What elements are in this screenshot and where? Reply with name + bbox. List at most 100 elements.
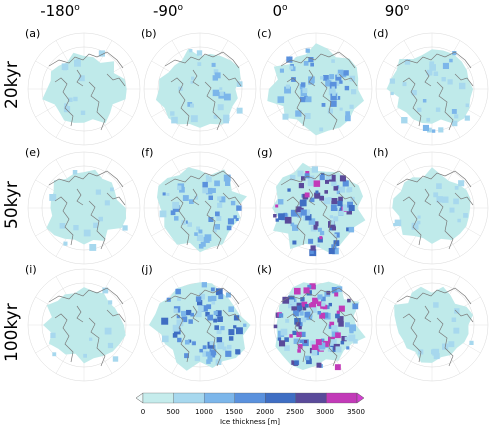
colorbar-tick: 3500: [347, 408, 365, 416]
degree-sup: o: [177, 3, 183, 13]
coastline: [338, 73, 358, 87]
ice-cell: [326, 173, 332, 180]
ice-cell: [316, 362, 322, 368]
coastline: [88, 317, 106, 367]
ice-cell: [300, 209, 307, 216]
ice-cell: [227, 344, 232, 350]
ice-cell: [284, 86, 291, 94]
ice-cell: [188, 319, 193, 324]
panel-k: (k): [257, 263, 375, 384]
polar-map: [27, 151, 141, 265]
ice-cell: [347, 298, 351, 303]
polar-map: [259, 32, 373, 146]
coastline: [320, 81, 338, 131]
ice-cell: [426, 69, 433, 76]
ice-cell: [288, 295, 295, 302]
column-header-value: -90: [152, 2, 178, 20]
ice-cell: [436, 183, 442, 189]
ice-cell: [162, 192, 166, 196]
ice-cell: [228, 336, 234, 341]
ice-cell: [300, 331, 306, 337]
ice-cell: [209, 341, 214, 346]
ice-cell: [223, 174, 231, 182]
ice-cell: [342, 204, 349, 212]
coastline: [170, 196, 190, 246]
ice-cell: [348, 205, 355, 211]
ice-cell: [219, 91, 224, 96]
ice-cell: [299, 311, 304, 316]
ice-cell: [176, 315, 180, 319]
ice-cell: [80, 110, 86, 115]
ice-cell: [190, 80, 194, 84]
ice-cell: [317, 227, 322, 232]
colorbar-tick: 2000: [256, 408, 274, 416]
ice-cell: [312, 305, 316, 310]
ice-cell: [429, 61, 435, 67]
ice-cell: [172, 324, 180, 332]
ice-cell: [304, 113, 311, 119]
coastline: [436, 200, 454, 250]
ice-cell: [170, 111, 175, 116]
ice-cell: [216, 216, 222, 221]
ice-cell: [349, 104, 354, 109]
ice-cell: [310, 340, 316, 346]
ice-cell: [195, 296, 202, 302]
ice-cell: [404, 59, 411, 65]
ice-cell: [225, 180, 231, 186]
ice-cell: [334, 364, 341, 371]
ice-cell: [316, 244, 320, 248]
ice-cell: [174, 216, 179, 221]
ice-cell: [330, 204, 338, 211]
ice-cell: [320, 172, 325, 177]
ice-cell: [162, 335, 169, 343]
ice-cell: [194, 195, 199, 200]
ice-cell: [190, 115, 198, 123]
ice-cell: [61, 63, 69, 70]
ice-cell: [292, 224, 299, 231]
colorbar-segment: [326, 392, 358, 404]
ice-cell: [95, 189, 101, 195]
ice-cell: [394, 219, 402, 227]
ice-cell: [310, 245, 316, 251]
row-header-20kyr: 20kyr: [2, 61, 22, 109]
ice-cell: [314, 192, 321, 199]
ice-cell: [327, 197, 332, 201]
ice-cell: [332, 247, 339, 255]
ice-cell: [449, 207, 455, 213]
ice-cell: [325, 80, 332, 87]
coastline: [48, 51, 124, 69]
ice-cell: [226, 225, 232, 231]
ice-cell: [319, 196, 324, 201]
panel-d: (d): [373, 27, 491, 148]
ice-cell: [205, 187, 213, 195]
ice-cell: [341, 336, 347, 342]
ice-cell: [217, 196, 222, 201]
ice-cell: [181, 316, 188, 323]
ice-cell: [209, 348, 217, 356]
ice-cell: [331, 59, 335, 63]
coastline: [308, 69, 316, 87]
ice-cell: [176, 319, 184, 327]
column-header-4: 90o: [367, 2, 427, 20]
ice-cell: [211, 188, 216, 193]
ice-cell: [323, 75, 329, 81]
ice-cell: [225, 292, 231, 298]
ice-cell: [331, 226, 336, 231]
ice-cell: [295, 110, 302, 117]
colorbar-tick: 2500: [286, 408, 304, 416]
ice-cell: [293, 310, 299, 317]
ice-cell: [68, 97, 73, 102]
ice-cell: [433, 302, 439, 308]
polar-map: [259, 268, 373, 382]
ice-cell: [107, 342, 114, 349]
ice-cell: [330, 339, 337, 346]
ice-cell: [328, 248, 335, 255]
ice-cell: [211, 300, 216, 305]
ice-cell: [305, 214, 312, 221]
ice-cell: [205, 351, 211, 357]
ice-cell: [284, 345, 290, 351]
ice-cell: [454, 186, 459, 190]
ice-cell: [230, 200, 236, 206]
ice-cell: [310, 62, 314, 67]
ice-cell: [291, 77, 296, 82]
